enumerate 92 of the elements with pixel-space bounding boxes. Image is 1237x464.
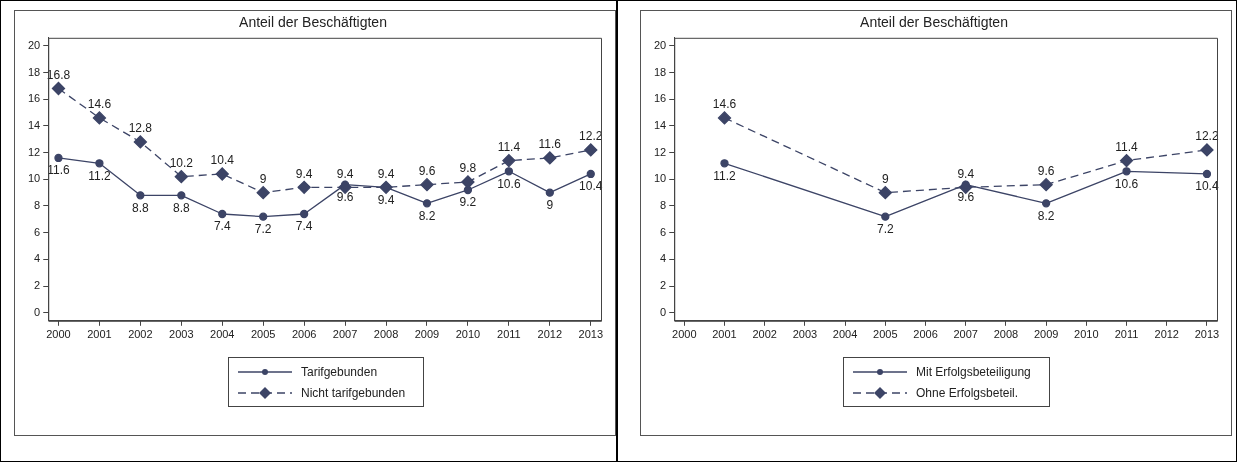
data-label: 9.2 <box>459 195 477 210</box>
x-tick-label: 2007 <box>332 328 358 341</box>
x-tick-label: 2010 <box>1074 328 1099 341</box>
data-label: 8.8 <box>132 200 150 215</box>
chart-title: Anteil der Beschäftigten <box>239 14 387 31</box>
data-label: 7.2 <box>876 221 894 236</box>
x-tick-label: 2002 <box>752 328 777 341</box>
x-tick-label: 2002 <box>128 328 153 341</box>
y-tick-label: 14 <box>27 118 41 131</box>
data-label: 9.4 <box>377 166 395 181</box>
x-tick-label: 2000 <box>46 328 71 341</box>
data-label: 14.6 <box>87 97 112 112</box>
x-tick-label: 2009 <box>1033 328 1059 341</box>
y-tick-label: 12 <box>653 145 667 158</box>
y-tick-label: 8 <box>660 199 667 212</box>
data-label: 7.4 <box>295 219 313 234</box>
data-label: 11.4 <box>497 139 521 154</box>
y-tick-label: 16 <box>27 92 41 105</box>
data-label: 9 <box>881 171 889 186</box>
y-tick-label: 20 <box>27 38 41 51</box>
data-label: 9.4 <box>295 166 313 181</box>
x-tick-label: 2011 <box>1114 328 1139 341</box>
x-tick-label: 2011 <box>497 328 521 341</box>
data-label: 8.2 <box>1037 208 1055 223</box>
y-tick-label: 10 <box>27 172 41 185</box>
data-label: 7.2 <box>254 221 272 236</box>
x-tick-label: 2010 <box>455 328 481 341</box>
y-tick-label: 20 <box>653 38 667 51</box>
x-tick-label: 2003 <box>169 328 194 341</box>
data-label: 9.4 <box>336 166 354 181</box>
x-tick-label: 2008 <box>373 328 399 341</box>
y-tick-label: 2 <box>34 279 41 292</box>
x-tick-label: 2013 <box>578 328 604 341</box>
legend-label: Tarifgebunden <box>301 364 378 379</box>
y-tick-label: 4 <box>660 252 667 265</box>
data-label: 12.8 <box>128 121 153 136</box>
data-label: 9.4 <box>957 166 975 181</box>
data-label: 10.6 <box>1114 176 1139 191</box>
data-label: 9 <box>259 171 267 186</box>
x-tick-label: 2007 <box>953 328 978 341</box>
y-tick-label: 18 <box>653 65 667 78</box>
legend-label: Ohne Erfolgsbeteil. <box>916 385 1019 400</box>
x-tick-label: 2013 <box>1194 328 1220 341</box>
x-tick-label: 2012 <box>537 328 563 341</box>
y-tick-label: 2 <box>660 279 667 292</box>
data-label: 9.8 <box>459 161 477 176</box>
x-tick-label: 2006 <box>291 328 317 341</box>
y-tick-label: 0 <box>660 305 667 318</box>
data-label: 10.2 <box>169 155 194 170</box>
legend-label: Mit Erfolgsbeteiligung <box>916 364 1031 379</box>
data-label: 9.4 <box>377 192 395 207</box>
data-label: 12.2 <box>579 129 603 144</box>
y-tick-label: 18 <box>27 65 41 78</box>
y-tick-label: 4 <box>34 252 41 265</box>
chart-title: Anteil der Beschäftigten <box>860 14 1008 31</box>
x-tick-label: 2001 <box>87 328 112 341</box>
x-tick-label: 2005 <box>250 328 276 341</box>
x-tick-label: 2004 <box>832 328 858 341</box>
x-tick-label: 2008 <box>993 328 1019 341</box>
data-label: 11.2 <box>713 168 737 183</box>
x-tick-label: 2009 <box>414 328 440 341</box>
data-label: 10.4 <box>210 153 235 168</box>
data-label: 8.8 <box>172 200 190 215</box>
data-label: 7.4 <box>213 219 231 234</box>
y-tick-label: 8 <box>34 199 41 212</box>
data-label: 11.4 <box>1115 139 1139 154</box>
x-tick-label: 2005 <box>873 328 898 341</box>
data-label: 11.6 <box>538 137 562 152</box>
x-tick-label: 2006 <box>913 328 938 341</box>
data-label: 9.6 <box>957 189 975 204</box>
y-tick-label: 6 <box>660 225 667 238</box>
legend-label: Nicht tarifgebunden <box>301 385 406 400</box>
data-label: 10.6 <box>497 176 521 191</box>
data-label: 9.6 <box>418 163 436 178</box>
data-label: 14.6 <box>712 97 737 112</box>
y-tick-label: 10 <box>653 172 667 185</box>
x-tick-label: 2001 <box>712 328 737 341</box>
x-tick-label: 2012 <box>1154 328 1179 341</box>
y-tick-label: 6 <box>34 225 41 238</box>
x-tick-label: 2000 <box>672 328 697 341</box>
data-label: 11.2 <box>88 168 111 183</box>
data-label: 8.2 <box>418 208 436 223</box>
y-tick-label: 0 <box>34 305 41 318</box>
data-label: 9 <box>546 197 554 212</box>
y-tick-label: 14 <box>653 118 667 131</box>
data-label: 9.6 <box>1037 163 1055 178</box>
data-label: 9.6 <box>336 189 354 204</box>
y-tick-label: 16 <box>653 92 667 105</box>
x-tick-label: 2003 <box>792 328 818 341</box>
x-tick-label: 2004 <box>210 328 235 341</box>
y-tick-label: 12 <box>27 145 41 158</box>
data-label: 10.4 <box>579 179 603 194</box>
